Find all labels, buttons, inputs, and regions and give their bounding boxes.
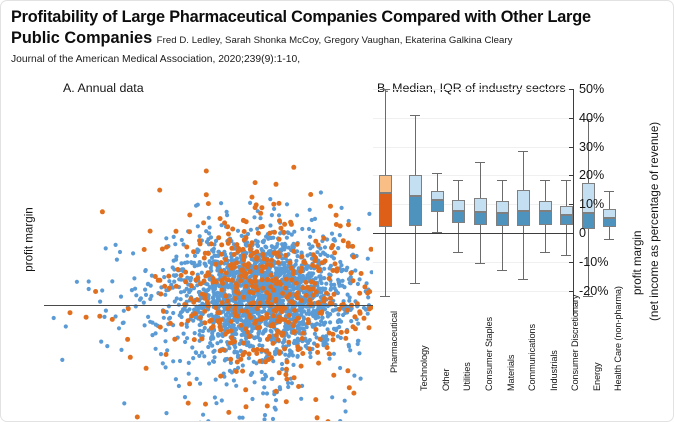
article-journal-citation: Journal of the American Medical Associat… xyxy=(11,54,301,65)
article-title-line2: Public Companies Fred D. Ledley, Sarah S… xyxy=(11,28,667,51)
box-upper-quartile xyxy=(473,198,487,213)
whisker-cap-upper xyxy=(453,179,463,181)
whisker-cap-lower xyxy=(518,279,528,281)
y-tick-label: 10% xyxy=(579,197,605,212)
grid-line xyxy=(373,204,573,206)
box-upper-quartile xyxy=(495,201,509,214)
whisker-cap-upper xyxy=(497,179,507,181)
panel-b-boxplot: B. Median, IQR of industry sectors 50% 40… xyxy=(373,73,673,421)
boxplot-category-label: Technology xyxy=(419,345,429,391)
whisker-cap-upper xyxy=(518,150,528,152)
figure-body: A. Annual data profit margin .010.1110 R… xyxy=(1,73,673,421)
boxplot-category-label: Other xyxy=(441,368,451,391)
grid-line xyxy=(373,117,573,119)
panel-a-zero-reference-line xyxy=(44,305,373,306)
boxplot-category-label: Consumer Discretionary xyxy=(570,294,580,391)
box-lower-quartile xyxy=(408,195,422,226)
grid-line xyxy=(373,261,573,263)
panel-b-plot-area xyxy=(373,73,616,393)
whisker-cap-upper xyxy=(380,89,390,90)
boxplot-category-label: Consumer Staples xyxy=(484,317,494,391)
whisker-cap-upper xyxy=(540,179,550,181)
panel-b-y-axis-line xyxy=(573,89,574,315)
whisker-cap-upper xyxy=(604,191,614,193)
scatter-plot-points xyxy=(51,164,373,421)
article-title-line2-text: Public Companies xyxy=(11,29,153,47)
y-tick-label: 50% xyxy=(579,82,605,96)
boxplot-category-label: Communications xyxy=(527,323,537,391)
whisker-cap-upper xyxy=(475,162,485,164)
box-lower-quartile xyxy=(378,193,392,228)
whisker-cap-upper xyxy=(583,119,593,121)
whisker-cap-lower xyxy=(475,263,485,265)
boxplot-category-label: Pharmaceutical xyxy=(389,311,399,373)
box-lower-quartile xyxy=(430,199,444,213)
box-lower-quartile xyxy=(538,211,552,225)
scatter-series-s-p500 xyxy=(51,190,373,421)
whisker-cap-lower xyxy=(410,283,420,285)
panel-b-y-axis-label-secondary: (net income as percentage of revenue) xyxy=(648,121,661,321)
whisker-cap-upper xyxy=(410,114,420,116)
y-tick-mark xyxy=(569,146,574,148)
box-lower-quartile xyxy=(516,211,530,226)
box-upper-quartile xyxy=(581,182,595,213)
whisker-cap-upper xyxy=(561,179,571,181)
whisker-cap-lower xyxy=(583,296,593,298)
whisker-cap-lower xyxy=(540,251,550,253)
box-lower-quartile xyxy=(559,215,573,225)
boxplot-category-label: Industrials xyxy=(549,350,559,391)
box-upper-quartile xyxy=(559,205,573,216)
box-upper-quartile xyxy=(430,191,444,200)
panel-b-y-axis-label-primary: profit margin xyxy=(631,230,644,295)
y-tick-mark xyxy=(569,89,574,90)
box-upper-quartile xyxy=(451,199,465,211)
y-tick-mark xyxy=(569,261,574,263)
boxplot-category-label: Energy xyxy=(592,362,602,391)
article-header: Profitability of Large Pharmaceutical Co… xyxy=(11,7,667,68)
box-lower-quartile xyxy=(581,212,595,229)
grid-line xyxy=(373,175,573,177)
boxplot-category-label: Utilities xyxy=(462,362,472,391)
whisker-cap-lower xyxy=(432,232,442,234)
box-upper-quartile xyxy=(408,175,422,196)
y-tick-mark xyxy=(569,204,574,206)
y-tick-label: 30% xyxy=(579,139,605,154)
y-tick-label: -20% xyxy=(579,283,609,298)
whisker-cap-lower xyxy=(497,270,507,272)
box-lower-quartile xyxy=(473,212,487,225)
panel-b-zero-reference-line xyxy=(373,233,573,234)
article-authors: Fred D. Ledley, Sarah Shonka McCoy, Greg… xyxy=(156,35,513,46)
y-tick-label: 40% xyxy=(579,110,605,125)
box-lower-quartile xyxy=(451,210,465,223)
y-tick-label: 20% xyxy=(579,168,605,183)
y-tick-label: 0 xyxy=(579,226,587,240)
box-upper-quartile xyxy=(538,201,552,212)
y-tick-mark xyxy=(569,233,574,234)
panel-a-scatter: A. Annual data profit margin .010.1110 R… xyxy=(1,73,373,421)
y-tick-label: -10% xyxy=(579,254,609,269)
box-lower-quartile xyxy=(495,213,509,226)
box-upper-quartile xyxy=(602,208,616,219)
box-lower-quartile xyxy=(602,218,616,228)
whisker-cap-lower xyxy=(561,254,571,256)
article-title-line1: Profitability of Large Pharmaceutical Co… xyxy=(11,8,591,26)
box-upper-quartile xyxy=(378,174,392,194)
grid-line xyxy=(373,89,573,90)
y-tick-mark xyxy=(569,290,574,292)
whisker-cap-lower xyxy=(453,251,463,253)
grid-line xyxy=(373,290,573,292)
y-tick-mark xyxy=(569,117,574,119)
whisker-cap-upper xyxy=(432,172,442,174)
y-tick-mark xyxy=(569,175,574,177)
panel-b-title: B. Median, IQR of industry sectors xyxy=(377,81,566,95)
whisker-cap-lower xyxy=(604,238,614,240)
whisker-cap-lower xyxy=(380,296,390,298)
boxplot-category-label: Health Care (non-pharma) xyxy=(613,286,623,391)
box-upper-quartile xyxy=(516,189,530,212)
grid-line xyxy=(373,146,573,148)
boxplot-category-label: Materials xyxy=(506,354,516,391)
panel-a-title: A. Annual data xyxy=(63,81,144,95)
scatter-series-pharmaceutical xyxy=(67,164,373,421)
